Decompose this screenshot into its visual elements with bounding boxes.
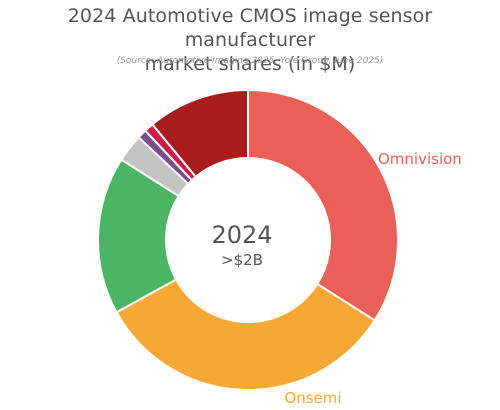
- center-year: 2024: [211, 221, 272, 249]
- slice-label-onsemi: Onsemi: [284, 389, 341, 407]
- donut-slice-onsemi: [115, 278, 377, 391]
- slice-labels: Omnivision Onsemi: [284, 150, 461, 407]
- chart-source: (Source: Automotive Imaging 2025, Yole G…: [116, 56, 384, 66]
- chart-title-line-1: 2024 Automotive CMOS image sensor manufa…: [67, 5, 433, 51]
- donut-slices: [97, 88, 399, 391]
- chart-title-line-2: market shares (in $M): [144, 53, 356, 75]
- donut-slice-omnivision: [247, 88, 399, 322]
- chart-title: 2024 Automotive CMOS image sensor manufa…: [0, 4, 500, 76]
- donut-slice-6: [150, 88, 249, 179]
- center-subtext: >$2B: [221, 251, 263, 269]
- slice-label-omnivision: Omnivision: [378, 150, 462, 168]
